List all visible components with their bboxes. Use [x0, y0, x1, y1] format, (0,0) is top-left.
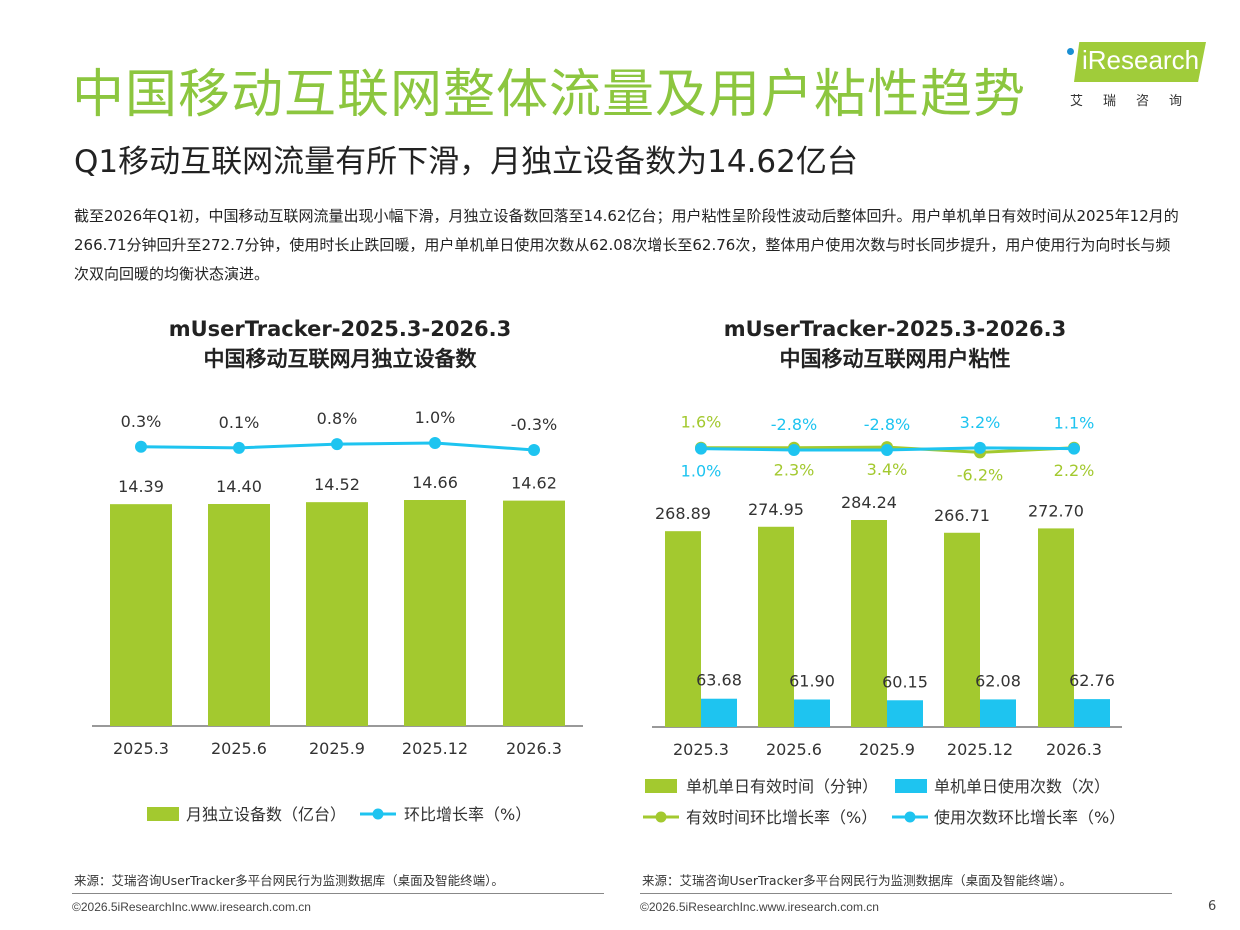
chart2-count-label-2025.6: 61.90 [789, 672, 835, 691]
chart1-title-block: mUserTracker-2025.3-2026.3 中国移动互联网月独立设备数 [70, 314, 610, 374]
chart2-x-tick-2025.12: 2025.12 [947, 740, 1013, 759]
page-title: 中国移动互联网整体流量及用户粘性趋势 [72, 65, 1027, 125]
chart2-count-growth-label-2025.3: 1.0% [681, 462, 722, 481]
chart2-x-tick-2025.3: 2025.3 [673, 740, 729, 759]
logo-dot-icon [1067, 48, 1074, 55]
chart1-growth-point-2025.6 [233, 441, 245, 454]
chart2-title-block: mUserTracker-2025.3-2026.3 中国移动互联网用户粘性 [630, 314, 1160, 374]
chart2-count-growth-point-2025.3 [695, 442, 707, 455]
page-subtitle: Q1移动互联网流量有所下滑，月独立设备数为14.62亿台 [74, 144, 858, 180]
chart2-legend-count-growth-marker [904, 811, 916, 823]
chart2-count-growth-point-2025.9 [881, 443, 893, 456]
chart2-title: mUserTracker-2025.3-2026.3 [723, 317, 1067, 341]
chart2-legend-time-growth-label: 有效时间环比增长率（%） [686, 808, 877, 827]
chart2-time-bar-2025.9 [851, 520, 887, 727]
chart1-legend-bar-swatch [147, 807, 179, 821]
chart2-legend-count-swatch [895, 779, 927, 793]
copyright-left: ©2026.5iResearchInc.www.iresearch.com.cn [72, 900, 311, 914]
chart2-count-bar-2025.12 [980, 699, 1016, 727]
chart2-time-growth-label-2025.3: 1.6% [681, 413, 722, 432]
chart2-time-bar-2025.12 [944, 532, 980, 727]
chart1-bar-label-2026.3: 14.62 [511, 474, 557, 493]
chart1-growth-point-2025.9 [331, 438, 343, 451]
chart2-count-bar-2025.9 [887, 700, 923, 727]
chart2-count-growth-point-2025.12 [974, 441, 986, 454]
logo-badge [1074, 42, 1206, 82]
chart1-bar-label-2025.12: 14.66 [412, 473, 458, 492]
chart2-time-growth-label-2025.12: -6.2% [957, 465, 1003, 484]
chart2-count-label-2025.9: 60.15 [882, 672, 928, 691]
chart2-count-growth-point-2025.6 [788, 443, 800, 456]
chart2-x-tick-2026.3: 2026.3 [1046, 740, 1102, 759]
chart2-time-growth-label-2026.3: 2.2% [1054, 461, 1095, 480]
chart2-count-growth-label-2025.12: 3.2% [960, 413, 1001, 432]
chart2-count-growth-point-2026.3 [1068, 442, 1080, 455]
chart2-legend-count-growth-label: 使用次数环比增长率（%） [934, 808, 1125, 827]
chart2-time-bar-2025.6 [758, 526, 794, 727]
logo-chinese-name: 艾瑞咨询 [1070, 94, 1203, 109]
chart2-count-label-2025.12: 62.08 [975, 671, 1021, 690]
chart1-x-tick-2025.9: 2025.9 [309, 739, 365, 758]
chart1-growth-label-2025.6: 0.1% [219, 413, 260, 432]
chart1-legend-line-label: 环比增长率（%） [404, 805, 531, 824]
summary-text: 截至2026年Q1初，中国移动互联网流量出现小幅下滑，月独立设备数回落至14.6… [74, 207, 1179, 283]
chart2-count-bar-2026.3 [1074, 699, 1110, 727]
chart1-bar-label-2025.9: 14.52 [314, 475, 360, 494]
chart1-bar-label-2025.3: 14.39 [118, 477, 164, 496]
chart2-legend-count-label: 单机单日使用次数（次） [934, 777, 1110, 796]
chart2-time-label-2025.6: 274.95 [748, 500, 804, 519]
chart2-time-label-2025.3: 268.89 [655, 504, 711, 523]
chart1-bar-2026.3 [503, 500, 565, 726]
chart1-growth-point-2025.3 [135, 440, 147, 453]
copyright-right: ©2026.5iResearchInc.www.iresearch.com.cn [640, 900, 879, 914]
chart1-growth-label-2025.9: 0.8% [317, 409, 358, 428]
logo-text: iResearch [1082, 45, 1200, 75]
chart2-x-tick-2025.6: 2025.6 [766, 740, 822, 759]
chart1-growth-label-2025.3: 0.3% [121, 412, 162, 431]
chart1-growth-point-2026.3 [528, 444, 540, 456]
iresearch-logo: iResearch 艾瑞咨询 [1064, 40, 1209, 110]
chart1-x-tick-2025.6: 2025.6 [211, 739, 267, 758]
chart2-count-growth-label-2025.6: -2.8% [771, 415, 817, 434]
chart2-time-growth-label-2025.6: 2.3% [774, 461, 815, 480]
chart1-bar-2025.12 [404, 500, 466, 726]
chart1-growth-label-2026.3: -0.3% [511, 415, 557, 434]
chart2-legend-time-label: 单机单日有效时间（分钟） [686, 777, 878, 796]
page-number: 6 [1208, 899, 1217, 914]
source-note-right: 来源：艾瑞咨询UserTracker多平台网民行为监测数据库（桌面及智能终端）。 [642, 873, 1072, 888]
chart2-legend-time-growth-marker [655, 811, 667, 823]
chart2-time-growth-label-2025.9: 3.4% [867, 460, 908, 479]
chart1-bar-2025.6 [208, 504, 270, 726]
chart2-count-bar-2025.3 [701, 698, 737, 727]
chart1-bar-label-2025.6: 14.40 [216, 477, 262, 496]
chart1-legend-line-marker [372, 808, 384, 820]
chart1-bar-2025.3 [110, 504, 172, 726]
chart1-bar-2025.9 [306, 502, 368, 726]
chart2-count-bar-2025.6 [794, 699, 830, 727]
chart2-time-label-2025.12: 266.71 [934, 506, 990, 525]
chart1-growth-label-2025.12: 1.0% [415, 408, 456, 427]
footer-divider-right [640, 893, 1172, 894]
chart1-x-tick-2026.3: 2026.3 [506, 739, 562, 758]
chart2-count-label-2026.3: 62.76 [1069, 671, 1115, 690]
footer-divider-left [72, 893, 604, 894]
chart2-time-label-2025.9: 284.24 [841, 493, 897, 512]
chart2-count-label-2025.3: 63.68 [696, 671, 742, 690]
chart1-legend-bar-label: 月独立设备数（亿台） [186, 805, 346, 824]
chart2-count-growth-label-2026.3: 1.1% [1054, 414, 1095, 433]
source-note-left: 来源：艾瑞咨询UserTracker多平台网民行为监测数据库（桌面及智能终端）。 [74, 873, 504, 888]
chart1-growth-point-2025.12 [429, 437, 441, 449]
chart2-subtitle: 中国移动互联网用户粘性 [779, 347, 1011, 371]
chart1-x-tick-2025.12: 2025.12 [402, 739, 468, 758]
chart2-time-bar-2026.3 [1038, 528, 1074, 727]
chart1-x-tick-2025.3: 2025.3 [113, 739, 169, 758]
chart2-legend-time-swatch [645, 779, 677, 793]
chart2-x-tick-2025.9: 2025.9 [859, 740, 915, 759]
chart2-time-label-2026.3: 272.70 [1028, 501, 1084, 520]
chart1-subtitle: 中国移动互联网月独立设备数 [203, 347, 477, 371]
chart2-time-bar-2025.3 [665, 531, 701, 727]
chart1-title: mUserTracker-2025.3-2026.3 [168, 317, 512, 341]
chart2-count-growth-label-2025.9: -2.8% [864, 415, 910, 434]
